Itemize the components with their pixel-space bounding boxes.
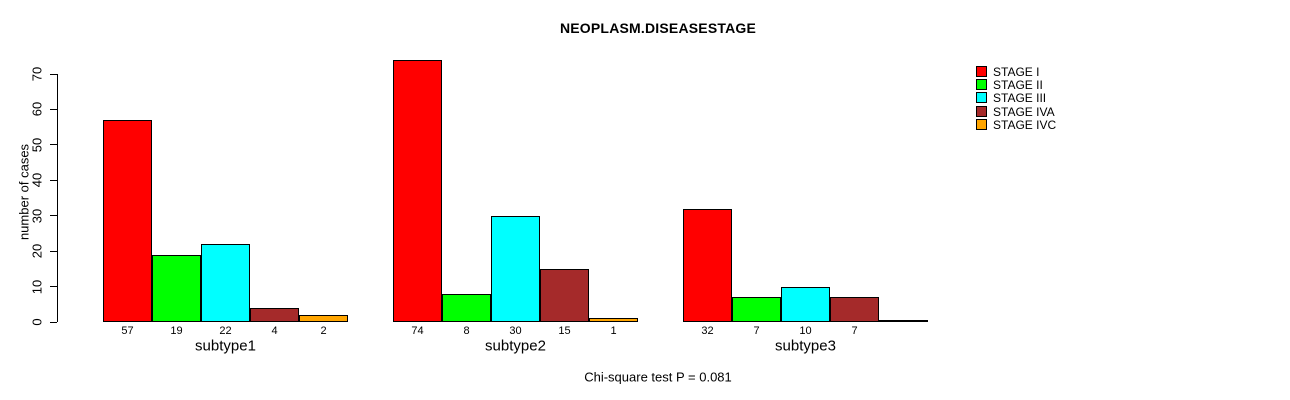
bar-value-label: 8 (463, 325, 470, 337)
bar-stage-i (683, 209, 732, 322)
legend-label: STAGE IVC (993, 117, 1057, 132)
bar-stage-ii (152, 255, 201, 322)
bar-value-label: 32 (701, 325, 714, 337)
bar-value-label: 19 (170, 325, 183, 337)
bar-value-label: 74 (411, 325, 424, 337)
bar-stage-iva (250, 308, 299, 322)
bar-stage-iva (540, 269, 589, 322)
bar-value-label: 4 (271, 325, 278, 337)
legend-label: STAGE II (993, 78, 1043, 93)
y-tick-label: 40 (29, 173, 45, 188)
y-axis-tick (50, 286, 57, 288)
legend-swatch-stage-iva (976, 105, 987, 117)
legend-swatch-stage-i (976, 66, 987, 77)
legend-label: STAGE I (993, 65, 1040, 79)
y-axis-tick (50, 250, 57, 252)
bar-value-label: 1 (610, 325, 617, 337)
bar-stage-iii (201, 244, 250, 322)
y-tick-label: 60 (29, 102, 45, 117)
bar-stage-ii (442, 294, 491, 322)
group-label-subtype2: subtype2 (485, 337, 546, 355)
bar-value-label: 57 (121, 325, 134, 337)
y-tick-label: 10 (29, 279, 45, 294)
chart-title: NEOPLASM.DISEASESTAGE (559, 20, 757, 36)
y-axis-label: number of cases (16, 143, 32, 241)
y-axis-tick (50, 144, 57, 146)
group-label-subtype1: subtype1 (195, 337, 256, 355)
y-axis-tick (50, 321, 57, 323)
legend-swatch-stage-ivc (976, 118, 987, 130)
bar-stage-ivc (589, 318, 638, 322)
y-axis-tick (50, 108, 57, 110)
bar-value-label: 7 (753, 325, 760, 337)
bar-value-label: 7 (851, 325, 858, 337)
legend-label: STAGE IVA (993, 104, 1055, 119)
bar-stage-i (393, 60, 442, 322)
bar-value-label: 10 (799, 325, 812, 337)
bar-stage-ii (732, 297, 781, 322)
legend-swatch-stage-ii (976, 79, 987, 91)
y-tick-label: 20 (29, 243, 45, 259)
chi-square-note: Chi-square test P = 0.081 (584, 369, 732, 385)
y-axis-tick (50, 73, 57, 75)
y-axis-tick (50, 215, 57, 217)
bar-value-label: 22 (219, 325, 232, 337)
bar-stage-iii (491, 216, 540, 322)
y-tick-label: 50 (29, 137, 45, 153)
bar-stage-ivc (299, 315, 348, 322)
group-label-subtype3: subtype3 (775, 337, 836, 355)
bar-value-label: 30 (509, 325, 522, 337)
bar-stage-iva (830, 297, 879, 322)
legend-swatch-stage-iii (976, 92, 987, 104)
y-tick-label: 30 (29, 208, 45, 223)
bar-stage-iii (781, 287, 830, 322)
legend-label: STAGE III (993, 91, 1047, 106)
bar-value-label: 15 (558, 325, 571, 337)
y-tick-label: 0 (29, 318, 45, 326)
bar-value-label: 2 (320, 325, 327, 337)
y-axis-tick (50, 179, 57, 181)
bar-stage-ivc (879, 320, 928, 322)
y-axis-line (57, 74, 58, 322)
bar-stage-i (103, 120, 152, 322)
y-tick-label: 70 (29, 66, 45, 82)
